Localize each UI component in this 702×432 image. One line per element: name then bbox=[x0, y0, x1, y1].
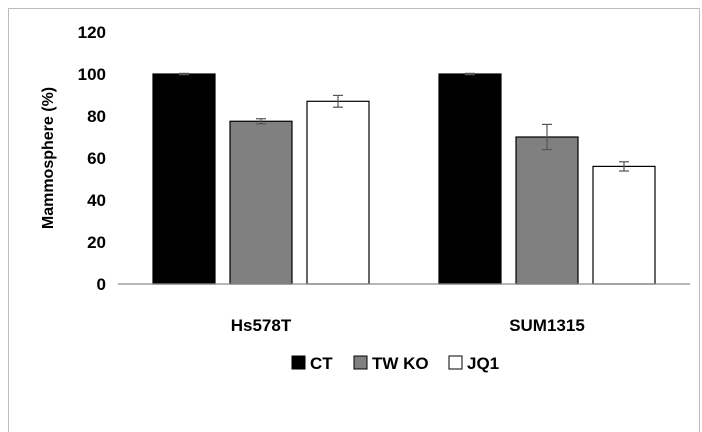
legend-swatch bbox=[448, 355, 463, 370]
bar-jq1 bbox=[306, 100, 370, 285]
legend: CT TW KO JQ1 bbox=[291, 354, 499, 373]
y-tick-label: 20 bbox=[87, 233, 106, 252]
legend-swatch bbox=[353, 355, 368, 370]
legend-label: CT bbox=[310, 354, 333, 373]
x-category-label: SUM1315 bbox=[509, 316, 585, 335]
bar-tw-ko bbox=[229, 120, 293, 285]
bar-ct bbox=[152, 73, 216, 285]
y-tick-label: 80 bbox=[87, 107, 106, 126]
legend-swatch bbox=[291, 355, 306, 370]
category-labels: Hs578T SUM1315 bbox=[231, 316, 585, 335]
bar-jq1 bbox=[592, 165, 656, 285]
y-tick-label: 40 bbox=[87, 191, 106, 210]
bars bbox=[152, 72, 656, 285]
x-category-label: Hs578T bbox=[231, 316, 292, 335]
bar-tw-ko bbox=[515, 136, 579, 285]
y-tick-label: 60 bbox=[87, 149, 106, 168]
legend-label: JQ1 bbox=[467, 354, 499, 373]
y-axis-ticks: 0 20 40 60 80 100 120 bbox=[78, 23, 106, 294]
y-tick-label: 120 bbox=[78, 23, 106, 42]
y-tick-label: 0 bbox=[97, 275, 106, 294]
legend-label: TW KO bbox=[372, 354, 429, 373]
y-axis-title: Mammosphere (%) bbox=[40, 87, 57, 229]
y-tick-label: 100 bbox=[78, 65, 106, 84]
bar-ct bbox=[438, 73, 502, 285]
